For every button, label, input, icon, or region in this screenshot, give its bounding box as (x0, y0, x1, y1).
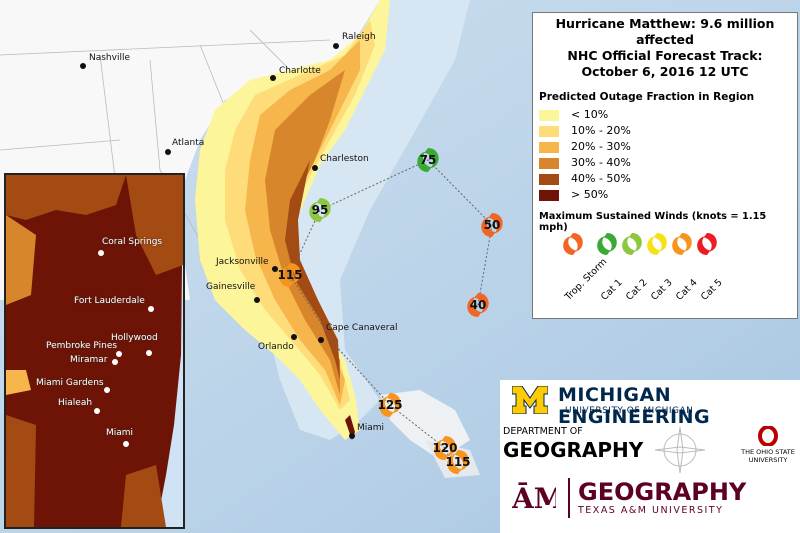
miami-inset-map: Coral Springs Fort Lauderdale Hollywood … (4, 173, 185, 529)
storm-wind-label: 125 (377, 398, 402, 412)
inset-city-label: Pembroke Pines (46, 341, 118, 351)
inset-city-label: Miramar (70, 355, 108, 365)
city-dot (165, 149, 171, 155)
wind-category-label: Cat 2 (624, 277, 650, 303)
map-title: Hurricane Matthew: 9.6 million affected … (555, 16, 775, 79)
city-label: Charlotte (279, 66, 321, 76)
city-dot (318, 337, 324, 343)
city-label: Charleston (320, 154, 369, 164)
hurricane-icon (672, 233, 692, 255)
inset-city-label: Hialeah (58, 398, 93, 408)
tamu-geography-wordmark: GEOGRAPHY (578, 478, 747, 506)
texas-am-logo: ĀM (512, 482, 556, 515)
wind-category-label: Cat 5 (699, 277, 725, 303)
storm-wind-label: 115 (277, 268, 302, 282)
storm-wind-label: 40 (470, 298, 487, 312)
legend-label: 40% - 50% (571, 172, 631, 185)
tamu-subtitle: TEXAS A&M UNIVERSITY (578, 505, 724, 516)
legend-swatch (539, 110, 559, 121)
dept-label: DEPARTMENT OF (503, 426, 583, 437)
hurricane-icon (597, 233, 617, 255)
storm-wind-label: 120 (432, 441, 457, 455)
city-label: Cape Canaveral (326, 323, 398, 333)
wind-category-label: Cat 3 (649, 277, 675, 303)
storm-wind-label: 50 (484, 218, 501, 232)
legend-label: < 10% (571, 108, 609, 121)
city-dot (270, 75, 276, 81)
hurricane-icon (481, 213, 503, 237)
map-legend: Hurricane Matthew: 9.6 million affected … (532, 12, 798, 319)
hurricane-icon (309, 198, 331, 222)
city-dot (291, 334, 297, 340)
storm-wind-label: 75 (420, 153, 437, 167)
legend-label: 10% - 20% (571, 124, 631, 137)
city-dot (272, 266, 278, 272)
city-label: Atlanta (172, 138, 205, 148)
hurricane-icon (697, 233, 717, 255)
osu-wordmark: THE OHIO STATE UNIVERSITY (741, 448, 795, 464)
inset-city-label: Fort Lauderdale (74, 296, 145, 306)
legend-label: > 50% (571, 188, 609, 201)
hurricane-icon (417, 148, 439, 172)
city-dot (254, 297, 260, 303)
inset-city-label: Miami (106, 428, 134, 438)
michigan-subtitle: UNIVERSITY OF MICHIGAN (565, 406, 694, 416)
wind-category-label: Cat 4 (674, 277, 700, 303)
wind-legend-icons (563, 233, 717, 255)
city-dot (80, 63, 86, 69)
hurricane-icon (279, 263, 301, 287)
legend-swatch (539, 126, 559, 137)
hurricane-icon (563, 233, 583, 255)
inset-city-label: Miami Gardens (36, 378, 104, 388)
hurricane-icon (647, 233, 667, 255)
michigan-engineering-wordmark: MICHIGAN ENGINEERING (558, 384, 711, 428)
city-label: Orlando (258, 342, 294, 352)
outage-legend-title: Predicted Outage Fraction in Region (539, 91, 755, 103)
inset-canvas (6, 175, 183, 527)
sponsor-logos: MICHIGAN ENGINEERING UNIVERSITY OF MICHI… (500, 380, 800, 533)
ohio-state-logo-icon (758, 426, 778, 446)
city-label: Raleigh (342, 32, 376, 42)
legend-swatch (539, 174, 559, 185)
city-dot (333, 43, 339, 49)
storm-wind-label: 115 (445, 455, 470, 469)
block-m-logo (512, 386, 548, 414)
hurricane-icon (622, 233, 642, 255)
hurricane-icon (467, 293, 489, 317)
wind-category-label: Cat 1 (599, 277, 625, 303)
hurricane-icon (447, 450, 469, 474)
legend-label: 30% - 40% (571, 156, 631, 169)
inset-city-label: Hollywood (111, 333, 158, 343)
storm-wind-label: 95 (312, 203, 329, 217)
city-dot (349, 433, 355, 439)
legend-swatch (539, 142, 559, 153)
legend-label: 20% - 30% (571, 140, 631, 153)
svg-text:ĀM: ĀM (512, 482, 556, 515)
city-label: Jacksonville (216, 257, 269, 267)
hurricane-icon (434, 436, 456, 460)
compass-rose-icon (654, 426, 706, 474)
wind-legend-title: Maximum Sustained Winds (knots = 1.15 mp… (539, 211, 767, 233)
hurricane-icon (379, 393, 401, 417)
city-dot (312, 165, 318, 171)
inset-city-label: Coral Springs (102, 237, 163, 247)
legend-swatch (539, 158, 559, 169)
city-label: Gainesville (206, 282, 256, 292)
legend-swatch (539, 190, 559, 201)
city-label: Nashville (89, 53, 131, 63)
geography-wordmark: GEOGRAPHY (503, 438, 644, 462)
city-label: Miami (357, 423, 385, 433)
